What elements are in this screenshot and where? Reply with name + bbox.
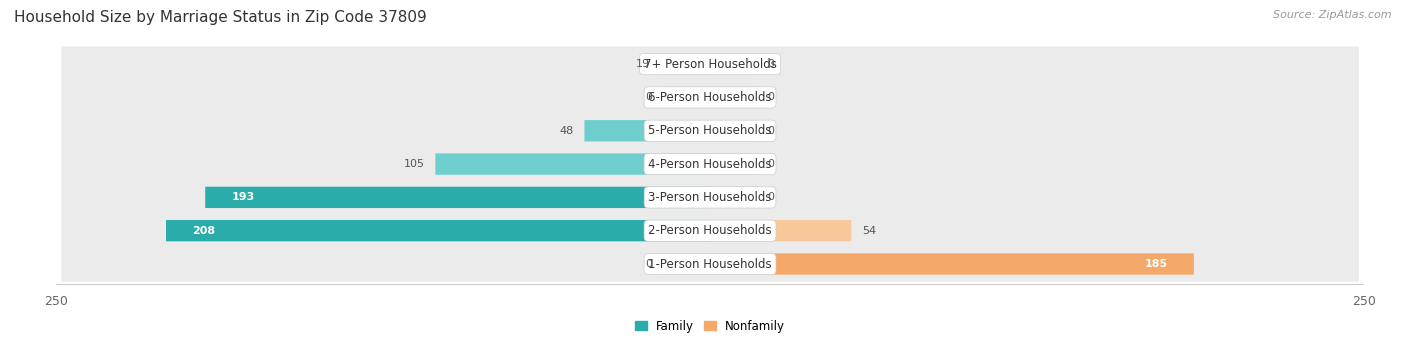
FancyBboxPatch shape	[710, 253, 1194, 275]
Text: 0: 0	[768, 92, 775, 102]
FancyBboxPatch shape	[710, 153, 758, 175]
Text: 2-Person Households: 2-Person Households	[648, 224, 772, 237]
Text: 0: 0	[768, 126, 775, 136]
Text: Household Size by Marriage Status in Zip Code 37809: Household Size by Marriage Status in Zip…	[14, 10, 427, 25]
FancyBboxPatch shape	[662, 253, 710, 275]
Text: 193: 193	[232, 192, 254, 202]
Text: 0: 0	[768, 159, 775, 169]
Text: 185: 185	[1144, 259, 1167, 269]
FancyBboxPatch shape	[62, 180, 1358, 215]
FancyBboxPatch shape	[436, 153, 710, 175]
Text: Source: ZipAtlas.com: Source: ZipAtlas.com	[1274, 10, 1392, 20]
FancyBboxPatch shape	[710, 87, 758, 108]
FancyBboxPatch shape	[62, 80, 1358, 115]
FancyBboxPatch shape	[62, 213, 1358, 248]
Text: 208: 208	[193, 226, 215, 236]
FancyBboxPatch shape	[62, 246, 1358, 282]
FancyBboxPatch shape	[662, 87, 710, 108]
Text: 4-Person Households: 4-Person Households	[648, 157, 772, 171]
Text: 0: 0	[645, 259, 652, 269]
FancyBboxPatch shape	[710, 120, 758, 141]
FancyBboxPatch shape	[661, 53, 710, 75]
FancyBboxPatch shape	[585, 120, 710, 141]
FancyBboxPatch shape	[62, 147, 1358, 182]
Text: 6-Person Households: 6-Person Households	[648, 91, 772, 104]
Text: 0: 0	[768, 192, 775, 202]
FancyBboxPatch shape	[710, 187, 758, 208]
FancyBboxPatch shape	[62, 47, 1358, 82]
Text: 0: 0	[768, 59, 775, 69]
Text: 3-Person Households: 3-Person Households	[648, 191, 772, 204]
Text: 19: 19	[636, 59, 650, 69]
Legend: Family, Nonfamily: Family, Nonfamily	[630, 315, 790, 338]
FancyBboxPatch shape	[62, 113, 1358, 148]
Text: 54: 54	[862, 226, 876, 236]
Text: 7+ Person Households: 7+ Person Households	[644, 57, 776, 71]
Text: 1-Person Households: 1-Person Households	[648, 257, 772, 271]
Text: 105: 105	[404, 159, 425, 169]
Text: 0: 0	[645, 92, 652, 102]
FancyBboxPatch shape	[205, 187, 710, 208]
FancyBboxPatch shape	[710, 53, 758, 75]
FancyBboxPatch shape	[166, 220, 710, 241]
Text: 5-Person Households: 5-Person Households	[648, 124, 772, 137]
Text: 48: 48	[560, 126, 574, 136]
FancyBboxPatch shape	[710, 220, 851, 241]
